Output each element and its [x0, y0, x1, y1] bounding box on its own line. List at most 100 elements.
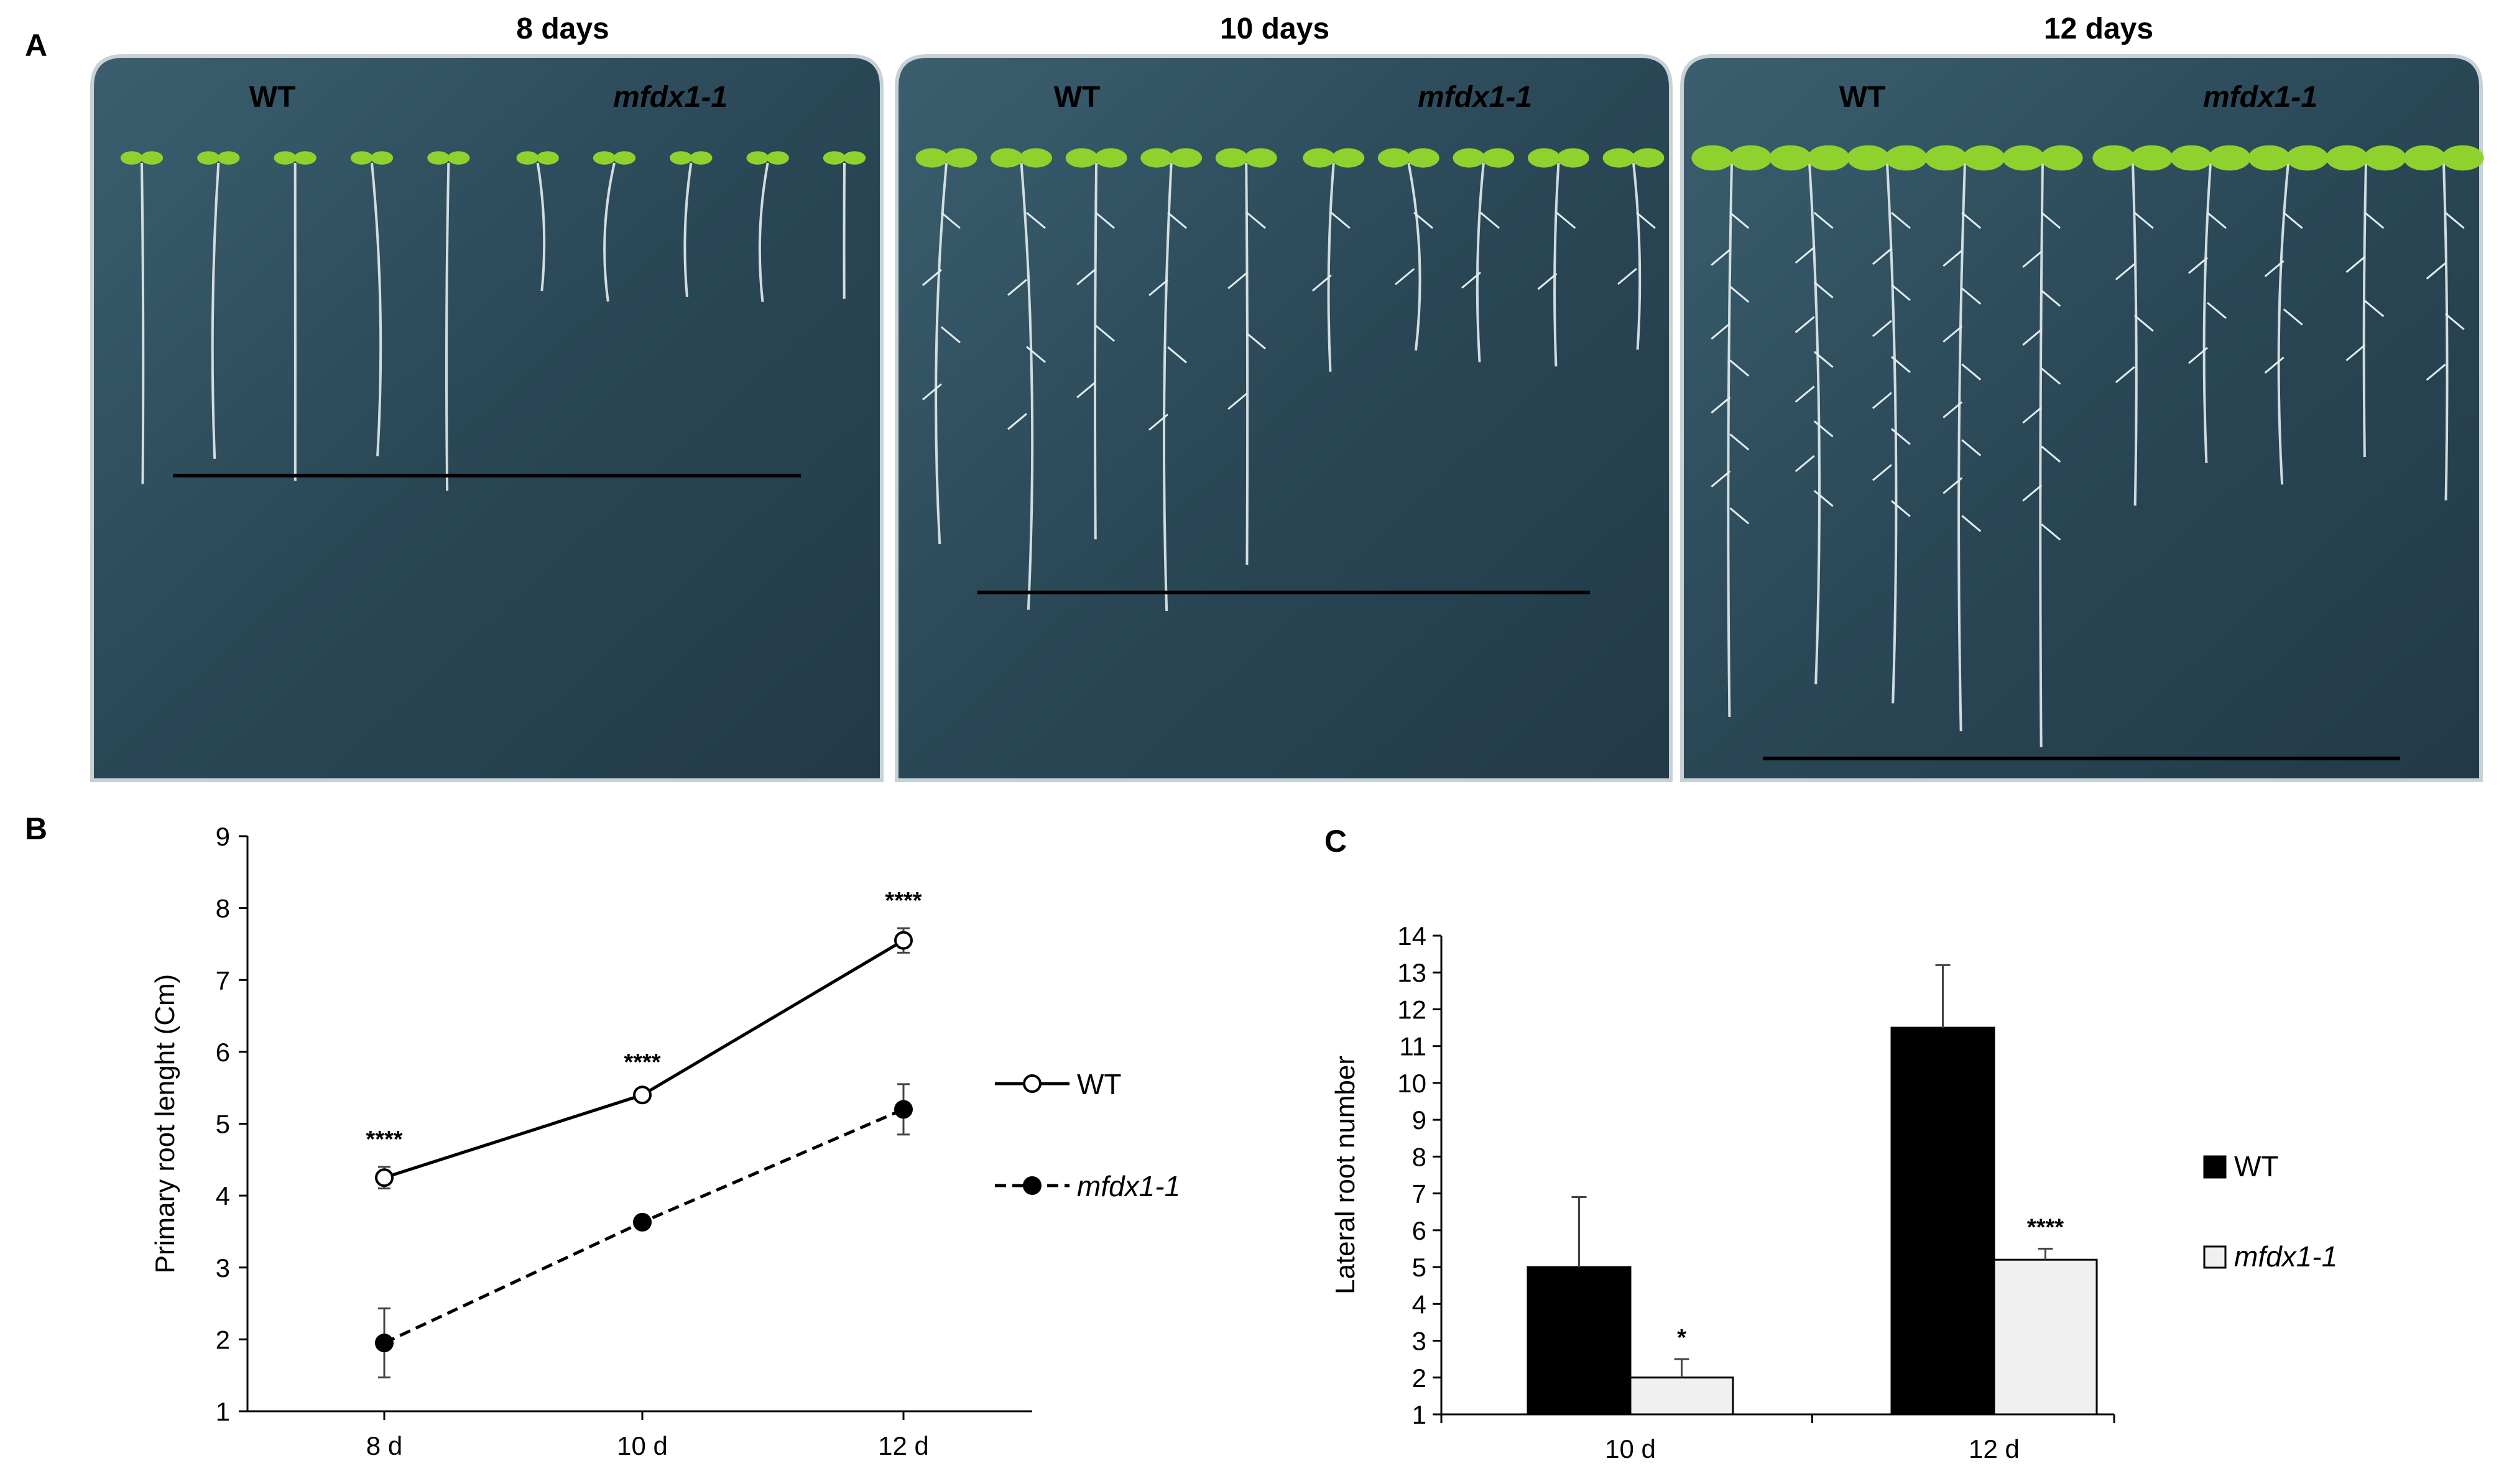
lateral-root	[2133, 211, 2154, 229]
seedling-root	[1407, 162, 1421, 351]
cotyledon-right	[690, 151, 713, 165]
cotyledon-left	[2092, 145, 2135, 171]
lateral-root	[1007, 279, 1027, 296]
y-tick-label: 14	[1397, 921, 1426, 951]
cotyledon-right	[1807, 145, 1850, 171]
y-tick-label: 2	[1412, 1363, 1426, 1393]
lateral-root	[1813, 281, 1834, 298]
lateral-root	[1961, 363, 1982, 380]
lateral-root	[1813, 490, 1834, 507]
lateral-root	[1890, 428, 1911, 445]
cotyledon-left	[1924, 145, 1967, 171]
data-point	[633, 1212, 652, 1232]
lateral-root	[1635, 211, 1656, 229]
lateral-root	[1961, 515, 1982, 532]
cotyledon-right	[2040, 145, 2083, 171]
legend-marker-wt	[1023, 1074, 1042, 1093]
seedling-root	[758, 162, 769, 302]
lateral-root	[1076, 268, 1097, 285]
seedling-root	[935, 162, 948, 545]
lateral-root	[2133, 315, 2154, 332]
seedling-root	[1245, 162, 1249, 565]
legend-label-mfdx1-1: mfdx1-1	[1077, 1170, 1180, 1202]
lateral-root	[2345, 256, 2366, 274]
cotyledon-left	[593, 151, 616, 165]
y-tick-label: 1	[1412, 1400, 1426, 1429]
cotyledon-right	[217, 151, 240, 165]
cotyledon-right	[1885, 145, 1928, 171]
seedling-root	[2132, 162, 2138, 506]
cotyledon-left	[746, 151, 769, 165]
lateral-root	[1813, 420, 1834, 438]
cotyledon-left	[1602, 148, 1635, 168]
lateral-root	[1026, 346, 1046, 363]
cotyledon-right	[2208, 145, 2251, 171]
lateral-root	[1246, 211, 1267, 229]
lateral-root	[1026, 211, 1046, 229]
seedling-root	[1632, 162, 1642, 350]
lateral-root	[1795, 246, 1815, 264]
data-point	[633, 1085, 652, 1105]
lateral-root	[940, 211, 961, 229]
cotyledon-right	[945, 148, 977, 168]
seedling-root	[1020, 162, 1034, 610]
lateral-root	[2364, 211, 2385, 229]
significance-label: ****	[624, 1049, 660, 1076]
lateral-root	[1795, 455, 1815, 472]
lateral-root	[2188, 257, 2208, 274]
cotyledon-right	[2363, 145, 2406, 171]
seedling-root	[1553, 162, 1560, 367]
significance-label: ****	[885, 888, 922, 914]
cotyledon-right	[447, 151, 470, 165]
plate-1: 8 days WT mfdx1-1	[90, 12, 884, 782]
y-tick-label: 10	[1397, 1069, 1426, 1098]
lateral-root	[1461, 271, 1482, 289]
cotyledon-right	[293, 151, 316, 165]
lateral-root	[1148, 279, 1169, 297]
lateral-root	[1007, 413, 1027, 430]
y-tick-label: 13	[1397, 958, 1426, 987]
cotyledon-left	[2170, 145, 2213, 171]
lateral-root	[2444, 313, 2465, 330]
series-mfdx1-1	[375, 1083, 913, 1379]
cotyledon-left	[2326, 145, 2368, 171]
data-point	[375, 1334, 394, 1353]
y-tick-label: 11	[1399, 1032, 1426, 1061]
cotyledon-left	[991, 148, 1023, 168]
cotyledon-right	[1244, 148, 1277, 168]
y-tick-label: 9	[1412, 1105, 1426, 1135]
plate-3: 12 days WT mfdx1-1	[1680, 12, 2484, 782]
panel-c-letter: C	[1324, 824, 1347, 859]
lateral-root	[1813, 351, 1834, 368]
lateral-root	[1711, 396, 1731, 414]
x-tick-label: 12 d	[878, 1431, 929, 1460]
lateral-root	[2444, 211, 2465, 229]
seedling-root	[1163, 162, 1173, 612]
lateral-root	[1167, 346, 1188, 364]
bar-wt	[1890, 1026, 1995, 1416]
cotyledon-left	[516, 151, 539, 165]
y-axis-label: Lateral root number	[1330, 1056, 1361, 1294]
y-axis-label: Primary root lenght (Cm)	[150, 974, 180, 1274]
cotyledon-right	[1019, 148, 1052, 168]
seedling-root	[2277, 162, 2289, 485]
lateral-root	[1311, 274, 1332, 292]
cotyledon-left	[427, 151, 450, 165]
lateral-root	[1961, 287, 1982, 305]
legend-marker-mfdx1-1	[1023, 1176, 1042, 1195]
lateral-root	[1872, 247, 1892, 265]
cotyledon-left	[1065, 148, 1098, 168]
seedling-root	[2202, 162, 2212, 463]
lateral-root	[2115, 263, 2135, 280]
lateral-root	[2022, 328, 2043, 346]
cotyledon-right	[1632, 148, 1665, 168]
cotyledon-right	[766, 151, 789, 165]
lateral-root	[2188, 347, 2208, 364]
seedling-root	[1094, 162, 1098, 540]
lateral-root	[1148, 413, 1169, 431]
cotyledon-right	[1482, 148, 1515, 168]
panel-b: B 1 2 3 4 5 6 7 8 9 8 d 10 d 12 d Primary root lengh…	[25, 811, 1180, 1460]
lateral-root	[2022, 251, 2043, 268]
lateral-root	[1729, 433, 1750, 451]
